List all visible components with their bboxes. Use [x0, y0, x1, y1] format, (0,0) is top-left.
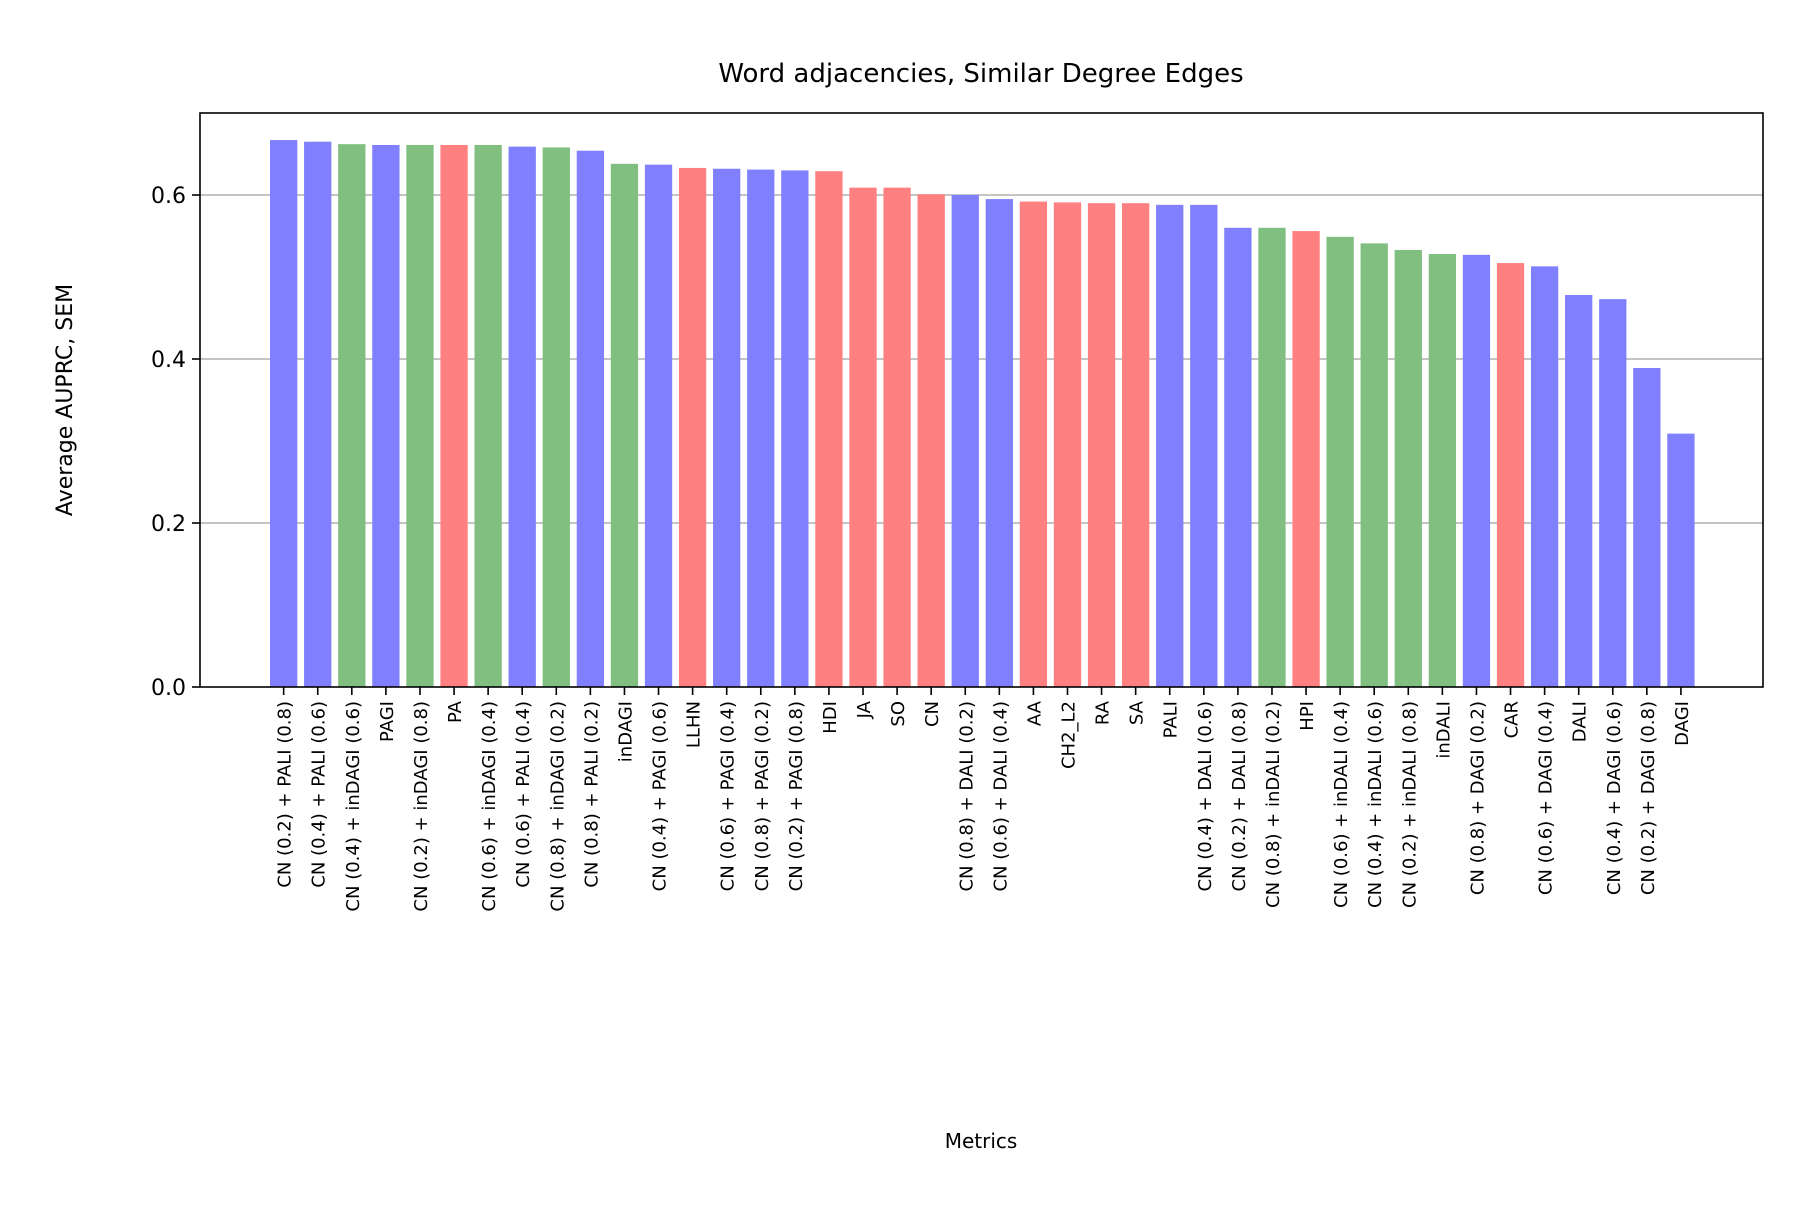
bar — [883, 187, 911, 687]
x-tick-label: CN (0.4) + DAGI (0.6) — [1604, 701, 1625, 895]
x-tick-label: CN (0.4) + PAGI (0.6) — [650, 701, 671, 891]
x-tick-label: CN (0.6) + DALI (0.4) — [990, 701, 1011, 892]
bar — [1122, 203, 1150, 687]
bar — [372, 144, 400, 688]
bar — [338, 144, 366, 687]
x-axis-label: Metrics — [945, 1129, 1018, 1153]
x-tick-label: PA — [445, 700, 466, 723]
bar — [1292, 231, 1320, 687]
bar — [951, 195, 979, 687]
x-tick-label: CN (0.8) + inDAGI (0.2) — [547, 701, 568, 912]
bar — [1360, 243, 1388, 687]
bar — [815, 171, 843, 688]
x-tick-label: CN (0.6) + PALI (0.4) — [513, 701, 534, 888]
x-tick-label: LLHN — [684, 701, 705, 748]
x-tick-label: CN (0.6) + PAGI (0.4) — [718, 701, 739, 891]
x-tick-label: CN (0.4) + inDAGI (0.6) — [343, 701, 364, 912]
bar — [985, 199, 1013, 687]
bar — [1156, 204, 1184, 687]
bar — [1019, 201, 1048, 687]
y-axis: 0.0 0.2 0.4 0.6 — [151, 184, 200, 701]
x-tick-label: CN (0.8) + PAGI (0.2) — [752, 701, 773, 891]
x-tick-label: inDAGI — [615, 701, 636, 762]
x-tick-label: HDI — [820, 701, 841, 734]
x-tick-label: CH2_L2 — [1058, 701, 1079, 769]
bar — [1462, 254, 1491, 688]
bar — [1224, 227, 1252, 688]
bar — [1087, 203, 1116, 687]
bar — [678, 167, 707, 687]
plot-frame — [199, 112, 1764, 688]
bar — [610, 163, 639, 688]
bar — [1258, 227, 1286, 688]
x-tick-label: CN (0.6) + inDALI (0.4) — [1331, 701, 1352, 908]
x-tick-label: CN (0.4) + DALI (0.6) — [1195, 701, 1216, 892]
bar — [270, 140, 298, 687]
bar — [1053, 202, 1082, 687]
bar — [440, 144, 468, 688]
x-tick-label: HPI — [1297, 701, 1318, 731]
bar — [713, 168, 741, 687]
bar — [1599, 299, 1627, 687]
grid-layer — [200, 194, 1763, 524]
x-tick-label: CN (0.2) + inDALI (0.8) — [1399, 701, 1420, 908]
x-tick-label: AA — [1024, 700, 1045, 726]
y-tick-label: 0.0 — [151, 676, 186, 701]
bar — [542, 147, 570, 687]
x-tick-label: CN (0.8) + DAGI (0.2) — [1467, 701, 1488, 895]
bar — [474, 144, 502, 688]
bar — [406, 144, 434, 688]
x-axis: CN (0.2) + PALI (0.8) CN (0.4) + PALI (0.… — [275, 687, 1693, 912]
y-tick-label: 0.2 — [151, 512, 186, 537]
x-tick-label: CN (0.6) + DAGI (0.4) — [1536, 701, 1557, 895]
bar — [917, 194, 945, 687]
x-tick-label: CN (0.8) + inDALI (0.2) — [1263, 701, 1284, 908]
bar — [576, 150, 605, 688]
x-tick-label: CN (0.4) + PALI (0.6) — [309, 701, 330, 888]
bar — [1496, 263, 1525, 687]
bar — [1428, 254, 1457, 688]
bar — [1394, 249, 1422, 687]
x-tick-label: PALI — [1161, 701, 1182, 738]
x-tick-label: CN (0.6) + inDAGI (0.4) — [479, 701, 500, 912]
x-tick-label: SA — [1127, 700, 1148, 725]
x-tick-label: CAR — [1502, 701, 1523, 738]
bar — [1667, 433, 1695, 687]
bar — [304, 141, 332, 687]
x-tick-label: CN (0.2) + PAGI (0.8) — [786, 701, 807, 891]
y-tick-label: 0.6 — [151, 184, 186, 209]
x-tick-label: DALI — [1570, 701, 1591, 742]
x-tick-label: CN (0.2) + DAGI (0.8) — [1638, 701, 1659, 895]
bars-layer — [270, 140, 1695, 688]
x-tick-label: CN — [922, 701, 943, 727]
bar — [781, 170, 809, 687]
bar — [508, 146, 536, 687]
bar — [1190, 204, 1218, 687]
chart-title: Word adjacencies, Similar Degree Edges — [718, 59, 1243, 89]
x-tick-label: CN (0.4) + inDALI (0.6) — [1365, 701, 1386, 908]
y-tick-label: 0.4 — [151, 348, 186, 373]
bar — [849, 187, 877, 687]
x-tick-label: CN (0.2) + DALI (0.8) — [1229, 701, 1250, 892]
x-tick-label: DAGI — [1672, 701, 1693, 746]
bar — [1326, 236, 1354, 687]
x-tick-label: JA — [854, 700, 875, 719]
x-tick-label: PAGI — [377, 701, 398, 742]
bar — [1633, 368, 1661, 687]
x-tick-label: CN (0.2) + inDAGI (0.8) — [411, 701, 432, 912]
x-tick-label: CN (0.8) + PALI (0.2) — [581, 701, 602, 888]
bar — [1565, 295, 1593, 687]
bar — [1530, 266, 1559, 687]
x-tick-label: RA — [1093, 700, 1114, 725]
x-tick-label: CN (0.2) + PALI (0.8) — [275, 701, 296, 888]
x-tick-label: SO — [888, 701, 909, 727]
x-tick-label: inDALI — [1433, 701, 1454, 759]
bar — [644, 164, 673, 687]
bar — [747, 169, 775, 687]
x-tick-label: CN (0.8) + DALI (0.2) — [956, 701, 977, 892]
y-axis-label: Average AUPRC, SEM — [53, 284, 78, 516]
